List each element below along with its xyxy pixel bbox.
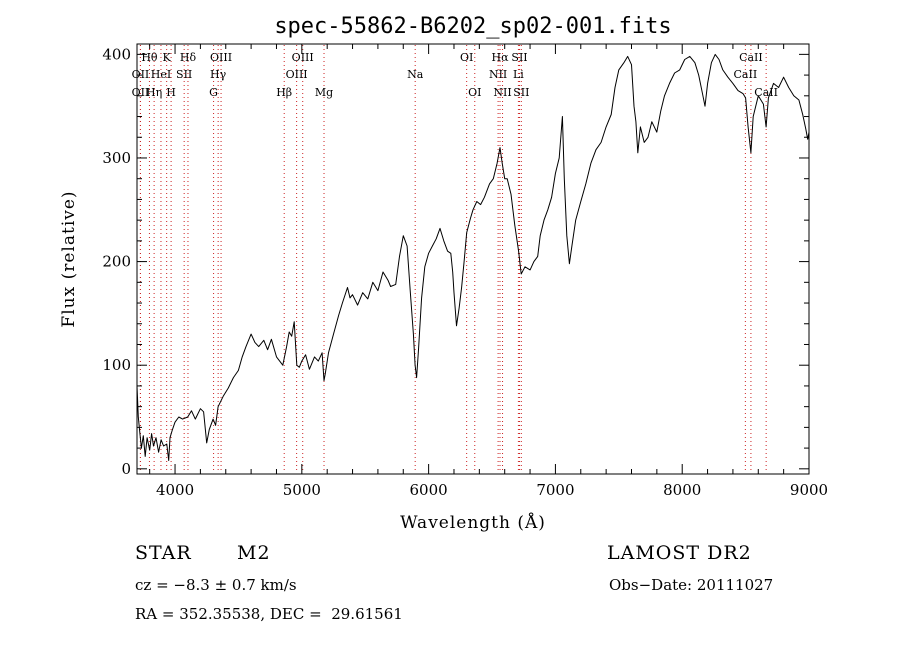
spectral-line-label-20: NII [493,86,511,99]
x-tick-label-3: 7000 [536,481,574,499]
x-tick-label-1: 5000 [283,481,321,499]
spectral-line-label-19: NII [489,68,507,81]
redshift-value: cz = −8.3 ± 0.7 km/s [135,576,297,594]
spectral-line-label-12: Hβ [276,86,292,99]
survey-name: LAMOST DR2 [607,542,752,564]
spectral-line-label-15: Mg [315,86,333,99]
y-tick-label-1: 100 [102,356,131,374]
spectral-line-label-17: OI [460,51,473,64]
spectral-line-label-8: Hδ [180,51,197,64]
y-tick-label-3: 300 [102,149,131,167]
spectral-line-label-27: CaII [754,86,778,99]
spectral-line-label-24: SII [513,86,529,99]
y-axis-label: Flux (relative) [59,190,79,327]
spectral-line-label-23: Li [513,68,524,81]
spectrum-series [136,53,810,461]
spectral-line-label-22: SII [511,51,527,64]
spectral-line-label-5: K [163,51,172,64]
spectral-line-label-14: OIII [292,51,314,64]
spectral-line-label-21: Hα [491,51,509,64]
spectral-line-label-10: Hγ [210,68,227,81]
spectral-line-label-13: OIII [286,68,308,81]
y-tick-label-2: 200 [102,253,131,271]
y-tick-label-4: 400 [102,45,131,63]
object-class: STAR [135,542,192,564]
sky-coordinates: RA = 352.35538, DEC = 29.61561 [135,605,403,623]
x-tick-label-0: 4000 [156,481,194,499]
spectral-line-label-11: G [209,86,218,99]
spectral-line-label-9: OIII [210,51,232,64]
plot-frame [136,43,810,475]
spectral-line-markers [139,45,767,473]
spectral-line-label-25: CaII [739,51,763,64]
spectral-line-label-7: SII [176,68,192,81]
spectral-line-label-26: CaII [734,68,758,81]
spectral-line-label-16: Na [407,68,424,81]
x-tick-label-2: 6000 [410,481,448,499]
spectrum-line-0 [136,53,810,461]
spectral-line-label-1: OII [132,68,150,81]
spectral-line-label-4: HeI [151,68,171,81]
chart-title: spec-55862-B6202_sp02-001.fits [274,14,671,39]
spectral-line-label-18: OI [468,86,481,99]
x-tick-label-4: 8000 [663,481,701,499]
y-tick-label-0: 0 [121,460,131,478]
spectral-line-label-0: Hθ [141,51,158,64]
x-tick-label-5: 9000 [790,481,828,499]
observation-date: Obs−Date: 20111027 [609,576,774,594]
spectral-line-label-6: H [166,86,176,99]
object-subclass: M2 [237,542,271,564]
axis-ticks: 4000 5000 6000 7000 8000 9000 0 100 200 300 400 [102,44,828,499]
x-axis-label: Wavelength (Å) [400,512,546,533]
spectral-line-label-2: OII [132,86,150,99]
spectral-line-label-3: Hη [146,86,162,99]
